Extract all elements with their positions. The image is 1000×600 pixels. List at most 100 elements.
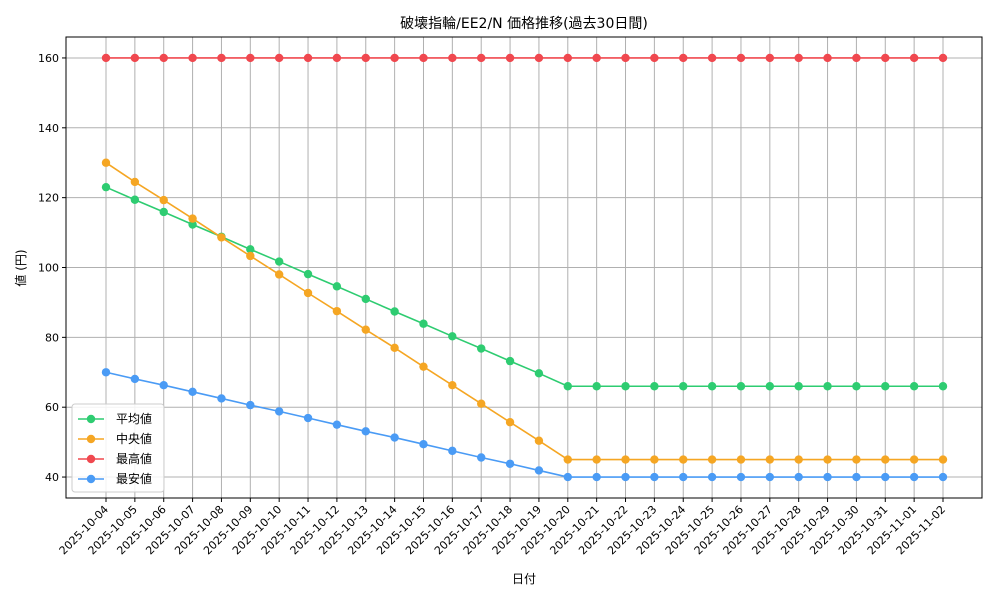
y-tick-label: 140 xyxy=(38,122,59,135)
data-point xyxy=(332,53,342,63)
data-point xyxy=(159,53,168,63)
data-point xyxy=(217,53,226,63)
data-point xyxy=(707,472,717,482)
data-point xyxy=(650,382,659,391)
data-point xyxy=(592,382,601,391)
data-point xyxy=(534,436,544,445)
legend-marker xyxy=(86,454,96,464)
series-line xyxy=(105,186,943,388)
data-point xyxy=(101,53,111,63)
data-point xyxy=(736,53,746,63)
data-point xyxy=(419,319,428,328)
data-point xyxy=(534,466,544,475)
legend-label: 中央値 xyxy=(116,431,152,446)
data-point xyxy=(736,455,746,464)
data-point xyxy=(303,413,313,423)
data-point xyxy=(101,368,111,377)
data-point xyxy=(852,382,861,391)
data-point xyxy=(621,472,630,482)
x-axis-label: 日付 xyxy=(512,572,536,586)
data-point xyxy=(390,307,399,316)
data-point xyxy=(650,53,659,63)
data-point xyxy=(852,472,861,482)
data-point xyxy=(707,382,717,391)
data-point xyxy=(592,472,601,482)
data-point xyxy=(130,195,140,204)
data-point xyxy=(159,195,168,205)
data-point xyxy=(707,455,717,464)
data-point xyxy=(419,362,428,371)
data-point xyxy=(419,53,428,63)
data-point xyxy=(679,472,688,482)
data-point xyxy=(274,407,284,416)
data-point xyxy=(505,53,515,63)
data-point xyxy=(881,455,890,464)
series-1 xyxy=(101,158,948,464)
legend-marker xyxy=(86,414,96,424)
data-point xyxy=(852,455,861,464)
data-point xyxy=(534,53,544,63)
data-point xyxy=(246,53,255,63)
data-point xyxy=(217,233,226,242)
data-point xyxy=(679,382,688,391)
data-point xyxy=(246,245,255,254)
data-point xyxy=(159,380,168,390)
data-point xyxy=(794,53,803,63)
data-point xyxy=(938,455,948,464)
data-point xyxy=(390,343,399,353)
data-point xyxy=(909,53,919,63)
data-point xyxy=(563,382,572,391)
series-layer xyxy=(101,53,948,482)
data-point xyxy=(765,455,775,464)
series-0 xyxy=(101,182,948,391)
data-point xyxy=(332,282,342,291)
data-point xyxy=(130,177,140,187)
data-point xyxy=(938,53,948,63)
series-2 xyxy=(101,53,948,63)
data-point xyxy=(592,53,601,63)
data-point xyxy=(650,455,659,464)
y-axis: 40 60 80 100 120 140 160 xyxy=(38,52,66,484)
data-point xyxy=(332,306,342,316)
legend-box xyxy=(71,403,165,493)
legend-item: 最安値 xyxy=(78,471,152,486)
data-point xyxy=(390,433,399,442)
legend-label: 最高値 xyxy=(116,451,152,466)
chart-title: 破壊指輪/EE2/N 価格推移(過去30日間) xyxy=(400,15,648,32)
data-point xyxy=(621,382,630,391)
data-point xyxy=(765,472,775,482)
data-point xyxy=(794,455,803,464)
data-point xyxy=(621,455,630,464)
data-point xyxy=(130,53,140,63)
data-point xyxy=(477,344,486,353)
data-point xyxy=(361,427,370,436)
legend-marker xyxy=(86,434,96,444)
data-point xyxy=(448,332,457,341)
data-point xyxy=(101,158,111,167)
data-point xyxy=(274,257,284,266)
data-point xyxy=(679,455,688,464)
grid xyxy=(66,37,982,498)
data-point xyxy=(448,446,457,456)
data-point xyxy=(938,382,948,391)
data-point xyxy=(909,382,919,391)
data-point xyxy=(736,472,746,482)
data-point xyxy=(823,455,832,464)
data-point xyxy=(188,387,197,397)
data-point xyxy=(188,53,197,63)
x-axis: 2025-10-042025-10-052025-10-062025-10-07… xyxy=(57,498,948,557)
y-axis-label: 値 (円) xyxy=(13,249,28,286)
data-point xyxy=(909,455,919,464)
data-point xyxy=(477,453,486,462)
data-point xyxy=(563,455,572,464)
data-point xyxy=(448,380,457,390)
data-point xyxy=(274,53,284,63)
data-point xyxy=(246,251,255,261)
legend-item: 中央値 xyxy=(78,431,152,446)
data-point xyxy=(794,472,803,482)
legend-item: 平均値 xyxy=(78,411,152,426)
data-point xyxy=(852,53,861,63)
data-point xyxy=(101,182,111,192)
